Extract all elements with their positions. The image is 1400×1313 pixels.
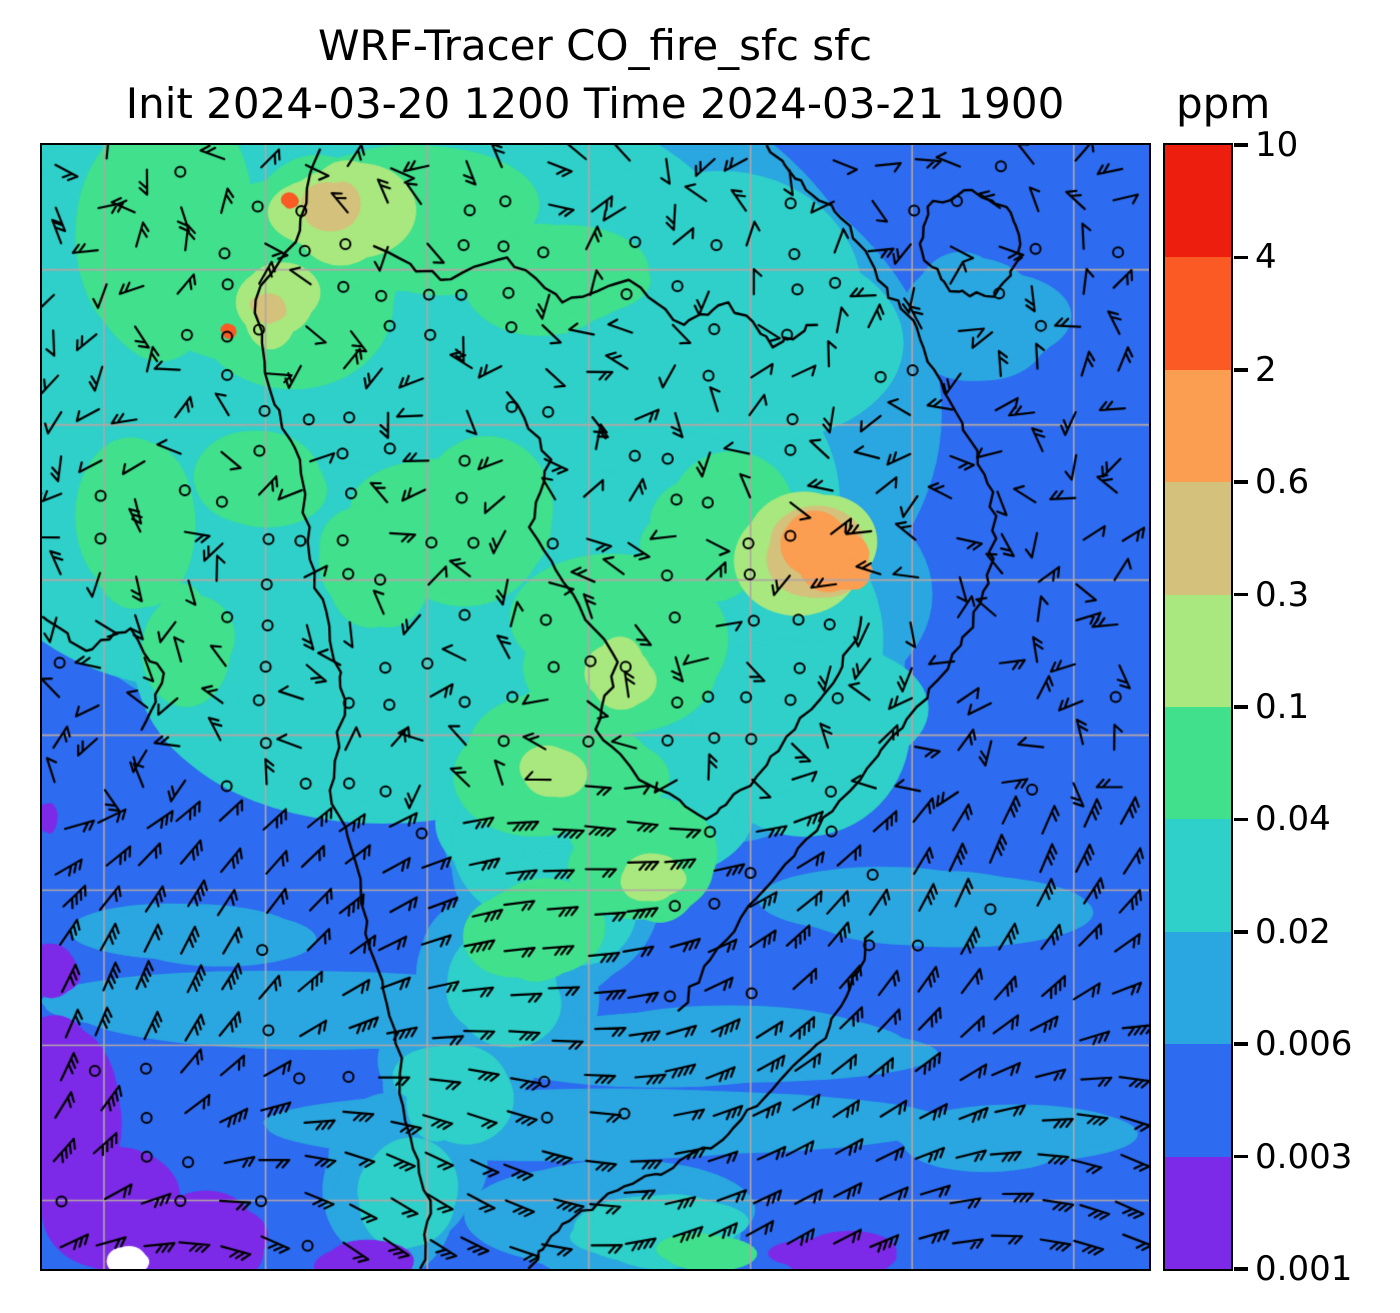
colorbar-segment: [1165, 931, 1231, 1045]
colorbar-tick: 0.6: [1234, 465, 1309, 499]
colorbar-tick-mark: [1234, 1267, 1248, 1271]
colorbar-unit-label: ppm: [1176, 79, 1271, 128]
colorbar-segment: [1165, 369, 1231, 483]
colorbar-swatches: [1165, 145, 1231, 1270]
colorbar-tick: 2: [1234, 353, 1277, 387]
colorbar-tick-mark: [1234, 592, 1248, 597]
colorbar-segment: [1165, 482, 1231, 595]
colorbar-tick-mark: [1234, 143, 1248, 147]
colorbar-tick-label: 0.003: [1255, 1136, 1353, 1177]
colorbar-tick-label: 0.001: [1255, 1249, 1353, 1289]
colorbar-tick-mark: [1234, 1154, 1248, 1159]
co-concentration-map-canvas: [42, 145, 1149, 1269]
colorbar-tick-label: 4: [1255, 237, 1277, 278]
colorbar: 10 4 2 0.6 0.3 0.1 0.04 0.02 0.006 0.003 0.001: [1163, 128, 1352, 1286]
colorbar-segment: [1165, 707, 1231, 820]
colorbar-tick-mark: [1234, 255, 1248, 260]
colorbar-tick-mark: [1234, 480, 1248, 484]
colorbar-segment: [1165, 145, 1231, 258]
colorbar-tick-label: 0.6: [1255, 462, 1310, 503]
colorbar-tick: 0.02: [1234, 915, 1331, 949]
colorbar-tick: 0.001: [1234, 1252, 1352, 1286]
colorbar-tick-label: 0.02: [1255, 911, 1331, 952]
colorbar-tick-label: 10: [1255, 125, 1299, 165]
colorbar-tick: 4: [1234, 240, 1277, 274]
colorbar-segment: [1165, 257, 1231, 370]
colorbar-tick-label: 0.006: [1255, 1024, 1353, 1065]
colorbar-segment: [1165, 594, 1231, 708]
colorbar-tick-label: 0.1: [1255, 687, 1310, 727]
colorbar-tick: 0.006: [1234, 1027, 1352, 1061]
figure-title: WRF-Tracer CO_fire_sfc sfc: [317, 21, 873, 70]
colorbar-segment: [1165, 1044, 1231, 1157]
colorbar-tick-label: 2: [1255, 349, 1277, 390]
colorbar-tick-label: 0.3: [1255, 574, 1310, 615]
colorbar-tick-mark: [1234, 705, 1248, 709]
colorbar-tick: 0.04: [1234, 802, 1331, 836]
colorbar-tick-mark: [1234, 368, 1248, 372]
colorbar-tick: 0.003: [1234, 1140, 1352, 1174]
figure-subtitle: Init 2024-03-20 1200 Time 2024-03-21 190…: [125, 79, 1065, 128]
colorbar-segment: [1165, 1156, 1231, 1270]
colorbar-tick-mark: [1234, 930, 1248, 934]
colorbar-tick-label: 0.04: [1255, 799, 1331, 840]
map-plot-frame: [40, 143, 1151, 1271]
colorbar-segment: [1165, 819, 1231, 932]
colorbar-tick-mark: [1234, 817, 1248, 822]
colorbar-tick: 10: [1234, 128, 1298, 162]
colorbar-tick: 0.3: [1234, 578, 1309, 612]
colorbar-tick: 0.1: [1234, 690, 1309, 724]
colorbar-tick-mark: [1234, 1042, 1248, 1046]
